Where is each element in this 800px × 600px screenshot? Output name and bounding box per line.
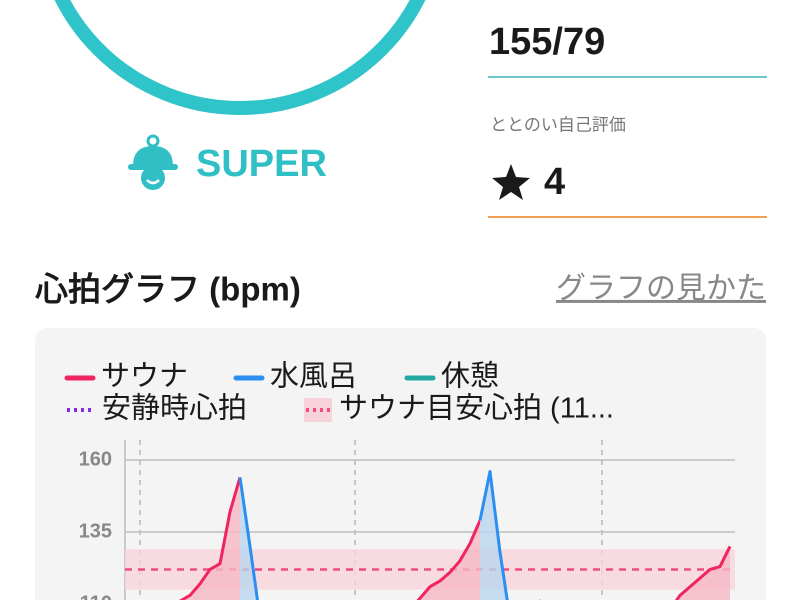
series-area — [676, 546, 730, 600]
y-tick-label: 160 — [79, 448, 112, 470]
series-area — [418, 520, 480, 600]
series-line — [238, 477, 259, 600]
section-title: 心拍グラフ (bpm) — [35, 271, 301, 308]
series-line — [179, 476, 242, 600]
legend-label: 水風呂 — [270, 360, 357, 393]
blood-pressure: 155/79 — [489, 21, 605, 63]
rating-value: 4 — [544, 161, 565, 203]
legend-label: サウナ目安心拍 (11... — [339, 392, 614, 425]
y-tick-label: 135 — [79, 520, 112, 542]
rating-label: ととのい自己評価 — [490, 115, 626, 134]
score-ring — [54, 0, 426, 115]
legend-label: 休憩 — [441, 360, 499, 393]
series-line — [416, 519, 482, 600]
series-area — [480, 471, 508, 600]
legend-label: サウナ — [101, 361, 188, 393]
series-area — [181, 477, 240, 600]
series-line — [674, 545, 732, 600]
legend-label: 安静時心拍 — [102, 392, 247, 425]
star-icon — [492, 164, 530, 200]
y-tick-label: 110 — [80, 592, 112, 600]
series-line — [478, 470, 509, 600]
rank-label: SUPER — [196, 143, 327, 185]
rank-icon — [128, 134, 178, 190]
guide-link[interactable]: グラフの見かた — [556, 272, 766, 305]
